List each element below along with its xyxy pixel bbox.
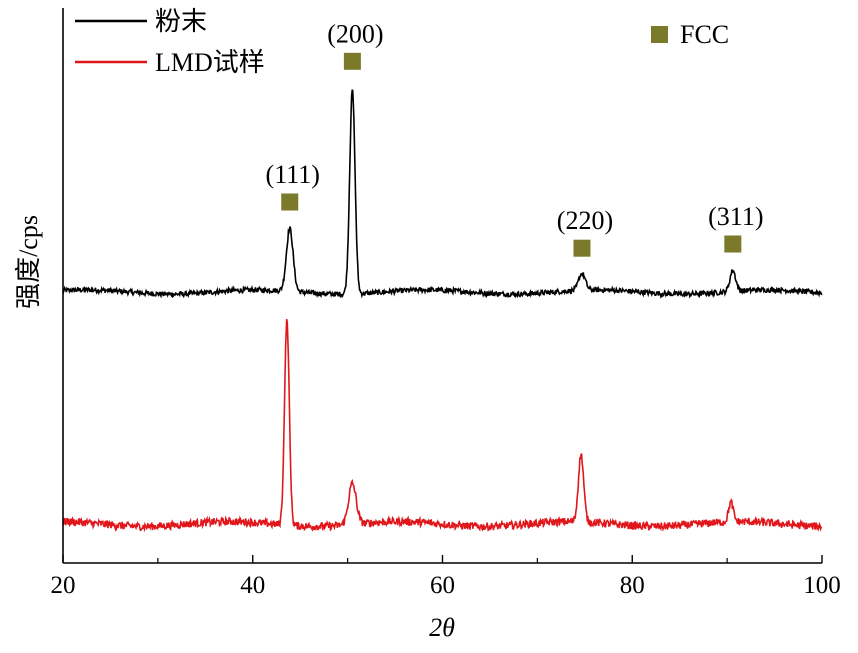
y-axis-title: 强度/cps <box>14 215 43 309</box>
legend: 粉末 LMD试样 <box>75 7 265 77</box>
fcc-marker-square <box>573 239 591 257</box>
legend-label-powder: 粉末 <box>155 7 207 36</box>
fcc-legend-square-icon <box>651 26 668 43</box>
peak-label: (311) <box>708 202 763 231</box>
plot-area <box>62 89 823 533</box>
fcc-marker-square <box>343 52 361 70</box>
x-axis-title: 2θ <box>429 613 455 642</box>
x-tick-label: 100 <box>803 572 841 599</box>
peak-label: (220) <box>557 206 613 235</box>
x-tick-label: 80 <box>620 572 645 599</box>
fcc-legend: FCC <box>651 20 729 49</box>
series-line-lmd <box>62 318 823 533</box>
x-tick-label: 60 <box>430 572 455 599</box>
peak-label: (111) <box>266 160 320 189</box>
peak-label: (200) <box>327 19 383 48</box>
legend-label-lmd: LMD试样 <box>155 48 265 77</box>
peak-annotations: (111) (200) (220) (311) <box>266 19 763 257</box>
fcc-marker-square <box>281 193 299 211</box>
fcc-marker-square <box>724 235 742 253</box>
x-tick-label: 20 <box>51 572 76 599</box>
series-line-powder <box>62 89 823 300</box>
x-tick-label: 40 <box>240 572 265 599</box>
x-ticks: 20 40 60 80 100 <box>51 555 841 599</box>
fcc-legend-label: FCC <box>680 20 729 49</box>
